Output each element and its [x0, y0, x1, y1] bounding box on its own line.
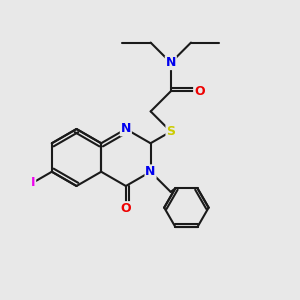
Text: I: I: [31, 176, 35, 189]
Text: S: S: [166, 125, 175, 138]
Text: O: O: [194, 85, 205, 98]
Text: O: O: [121, 202, 131, 215]
Text: N: N: [121, 122, 131, 136]
Text: N: N: [146, 165, 156, 178]
Text: N: N: [166, 56, 176, 69]
